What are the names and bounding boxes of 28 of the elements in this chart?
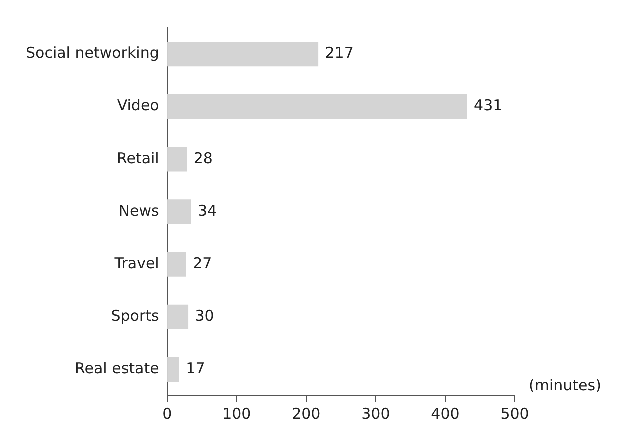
bar [168, 147, 188, 172]
bar [168, 42, 319, 67]
data-label: 217 [325, 44, 354, 62]
bar [168, 94, 468, 120]
data-label: 28 [194, 149, 213, 168]
y-tick-label: Video [117, 96, 160, 115]
x-tick-label: 100 [222, 404, 252, 423]
x-tick-label: 0 [162, 404, 172, 423]
data-label: 17 [186, 360, 206, 378]
x-axis-title: (minutes) [529, 376, 602, 394]
y-tick-label: Sports [111, 307, 160, 326]
data-label: 27 [193, 254, 212, 272]
x-tick-label: 400 [431, 404, 460, 423]
y-tick-label: Travel [114, 254, 160, 272]
x-tick-label: 200 [292, 404, 321, 423]
y-tick-label: Social networking [26, 44, 160, 62]
data-label: 431 [474, 96, 503, 115]
y-tick-label: Real estate [75, 360, 160, 378]
data-label: 34 [198, 202, 218, 220]
bar [168, 304, 189, 330]
bar [168, 200, 192, 224]
data-label: 30 [195, 307, 214, 326]
bar [168, 252, 186, 277]
x-tick-label: 500 [500, 404, 530, 423]
x-tick-label: 300 [362, 404, 390, 423]
y-tick-label: Retail [116, 149, 160, 168]
y-tick-label: News [118, 202, 160, 220]
bar [168, 357, 180, 382]
